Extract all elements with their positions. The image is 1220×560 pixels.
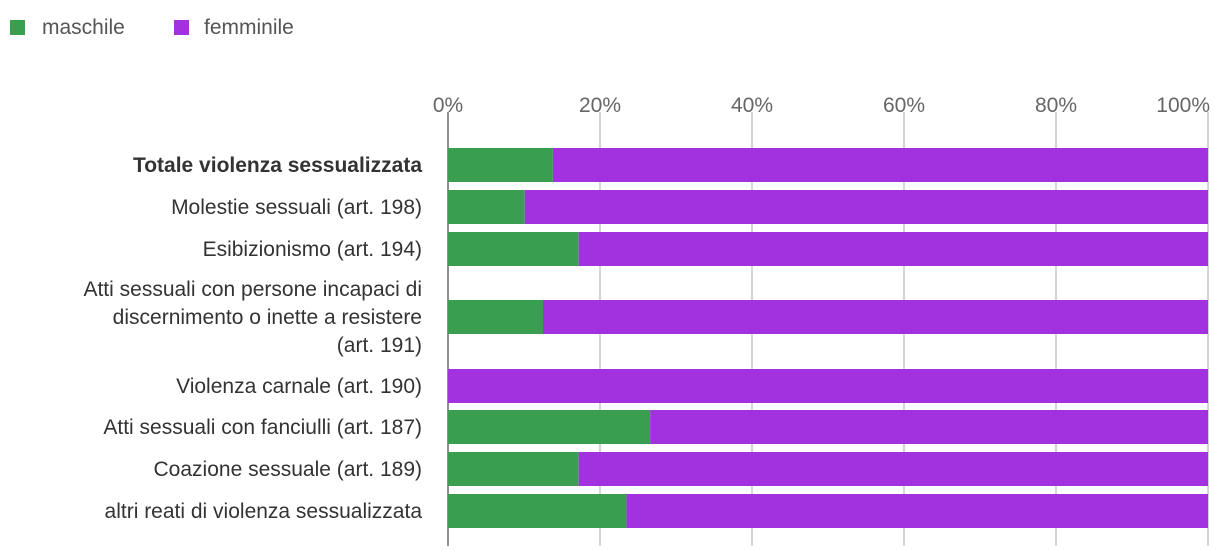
legend-swatch-femminile: [174, 20, 189, 35]
category-label-line: Coazione sessuale (art. 189): [154, 458, 422, 481]
bar-femminile-7: [626, 494, 1208, 528]
category-label-line: Atti sessuali con fanciulli (art. 187): [103, 416, 422, 439]
legend-label-femminile: femminile: [204, 16, 294, 39]
tick-label-60: 60%: [883, 94, 925, 117]
category-label-line: Esibizionismo (art. 194): [203, 238, 422, 261]
bar-maschile-6: [448, 452, 579, 486]
bar-maschile-3: [448, 300, 543, 334]
tick-label-80: 80%: [1035, 94, 1077, 117]
category-label-1: Molestie sessuali (art. 198): [171, 196, 422, 219]
bar-femminile-1: [524, 190, 1208, 224]
tick-label-20: 20%: [579, 94, 621, 117]
bar-femminile-3: [543, 300, 1208, 334]
category-label-line: Violenza carnale (art. 190): [176, 375, 422, 398]
bars: [448, 148, 1208, 528]
bar-maschile-5: [448, 410, 651, 444]
category-label-line: altri reati di violenza sessualizzata: [105, 500, 423, 523]
category-label-2: Esibizionismo (art. 194): [203, 238, 422, 261]
category-label-0: Totale violenza sessualizzata: [133, 154, 422, 177]
category-label-line: Molestie sessuali (art. 198): [171, 196, 422, 219]
legend-swatch-maschile: [10, 20, 25, 35]
tick-label-0: 0%: [433, 94, 463, 117]
category-label-6: Coazione sessuale (art. 189): [154, 458, 422, 481]
category-label-line: (art. 191): [337, 334, 422, 357]
bar-maschile-2: [448, 232, 579, 266]
category-label-line: Totale violenza sessualizzata: [133, 154, 422, 177]
bar-femminile-4: [448, 369, 1208, 403]
legend-label-maschile: maschile: [42, 16, 125, 39]
bar-maschile-0: [448, 148, 553, 182]
category-label-3: Atti sessuali con persone incapaci di dis…: [83, 278, 422, 357]
bar-maschile-7: [448, 494, 627, 528]
category-label-4: Violenza carnale (art. 190): [176, 375, 422, 398]
category-label-7: altri reati di violenza sessualizzata: [105, 500, 423, 523]
bar-maschile-1: [448, 190, 525, 224]
legend: maschile femminile: [10, 16, 294, 39]
bar-femminile-5: [650, 410, 1208, 444]
category-label-line: Atti sessuali con persone incapaci di: [83, 278, 422, 301]
tick-label-40: 40%: [731, 94, 773, 117]
bar-femminile-2: [578, 232, 1208, 266]
x-axis-ticks: 0% 20% 40% 60% 80% 100%: [433, 94, 1210, 117]
bar-femminile-6: [578, 452, 1208, 486]
category-label-line: discernimento o inette a resistere: [113, 306, 422, 329]
category-labels: Totale violenza sessualizzata Molestie se…: [83, 154, 422, 523]
tick-label-100: 100%: [1156, 94, 1210, 117]
bar-femminile-0: [552, 148, 1208, 182]
category-label-5: Atti sessuali con fanciulli (art. 187): [103, 416, 422, 439]
